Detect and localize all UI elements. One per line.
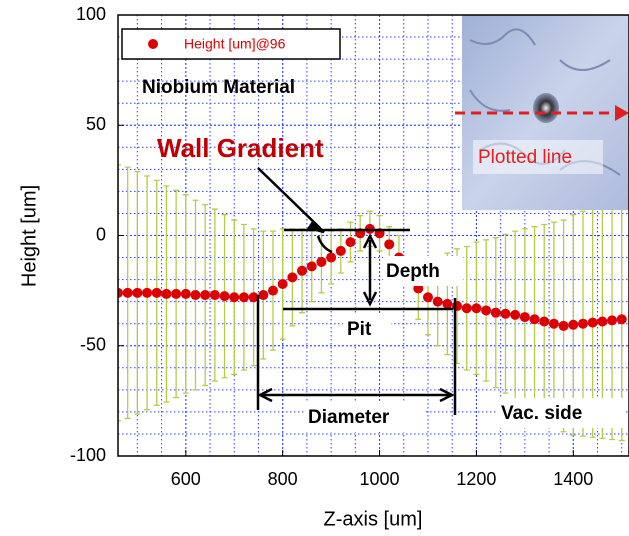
point (384, 239, 395, 250)
point (422, 292, 433, 303)
point (267, 285, 278, 296)
label-bg (343, 314, 391, 344)
y-tick-label: 100 (76, 4, 106, 24)
annotation: Depth (386, 261, 440, 282)
point (481, 305, 492, 316)
point (316, 256, 327, 267)
label-bg (383, 256, 463, 286)
point (180, 288, 191, 299)
point (616, 314, 627, 325)
y-tick-label: -50 (80, 335, 106, 355)
annotation: Pit (347, 319, 372, 340)
y-tick-label: 0 (96, 224, 106, 244)
point (519, 312, 530, 323)
point (132, 287, 143, 298)
annotation: Vac. side (501, 403, 582, 424)
point (209, 290, 220, 301)
y-axis-label: Height [um] (18, 185, 40, 287)
pit-image (533, 93, 559, 123)
point (229, 292, 240, 303)
point (122, 287, 133, 298)
point (171, 288, 182, 299)
point (287, 272, 298, 283)
point (326, 252, 337, 263)
point (471, 303, 482, 314)
point (118, 287, 123, 298)
x-tick-label: 1200 (456, 469, 496, 489)
annotation-lines (256, 167, 457, 415)
point (529, 314, 540, 325)
point (200, 290, 211, 301)
point (442, 298, 453, 309)
x-tick-label: 1000 (360, 469, 400, 489)
point (190, 290, 201, 301)
inset-photo: Plotted line (455, 15, 629, 210)
y-tick-label: -100 (70, 445, 106, 465)
point (510, 309, 521, 320)
error-bar (118, 164, 121, 422)
point (539, 316, 550, 327)
arrow-head (615, 105, 629, 121)
label-bg (498, 398, 626, 428)
point (568, 319, 579, 330)
point (345, 237, 356, 248)
legend-marker (148, 39, 158, 49)
point (587, 317, 598, 328)
points (118, 223, 627, 331)
annotation: Wall Gradient (157, 133, 324, 163)
point (219, 291, 230, 302)
point (161, 288, 172, 299)
annotation: Plotted line (478, 147, 572, 168)
x-tick-label: 600 (171, 469, 201, 489)
point (500, 308, 511, 319)
point (238, 292, 249, 303)
point (461, 303, 472, 314)
point (151, 287, 162, 298)
label-bg (305, 402, 425, 432)
label-bg (473, 140, 603, 174)
point (597, 316, 608, 327)
point (548, 318, 559, 329)
annotation: Niobium Material (142, 77, 295, 98)
point (277, 279, 288, 290)
point (142, 287, 153, 298)
legend: Height [um]@96 (121, 28, 341, 60)
x-axis-label: Z-axis [um] (324, 508, 423, 530)
point (490, 307, 501, 318)
point (452, 301, 463, 312)
point (248, 292, 259, 303)
x-tick-label: 1400 (553, 469, 593, 489)
y-tick-label: 50 (86, 114, 106, 134)
point (432, 296, 443, 307)
point (258, 290, 269, 301)
point (607, 315, 618, 326)
point (297, 265, 308, 276)
legend-label: Height [um]@96 (184, 36, 286, 52)
legend-box (121, 28, 341, 60)
point (558, 320, 569, 331)
annotation: Diameter (308, 407, 390, 428)
point (306, 261, 317, 272)
point (335, 245, 346, 256)
x-tick-label: 800 (268, 469, 298, 489)
point (577, 318, 588, 329)
